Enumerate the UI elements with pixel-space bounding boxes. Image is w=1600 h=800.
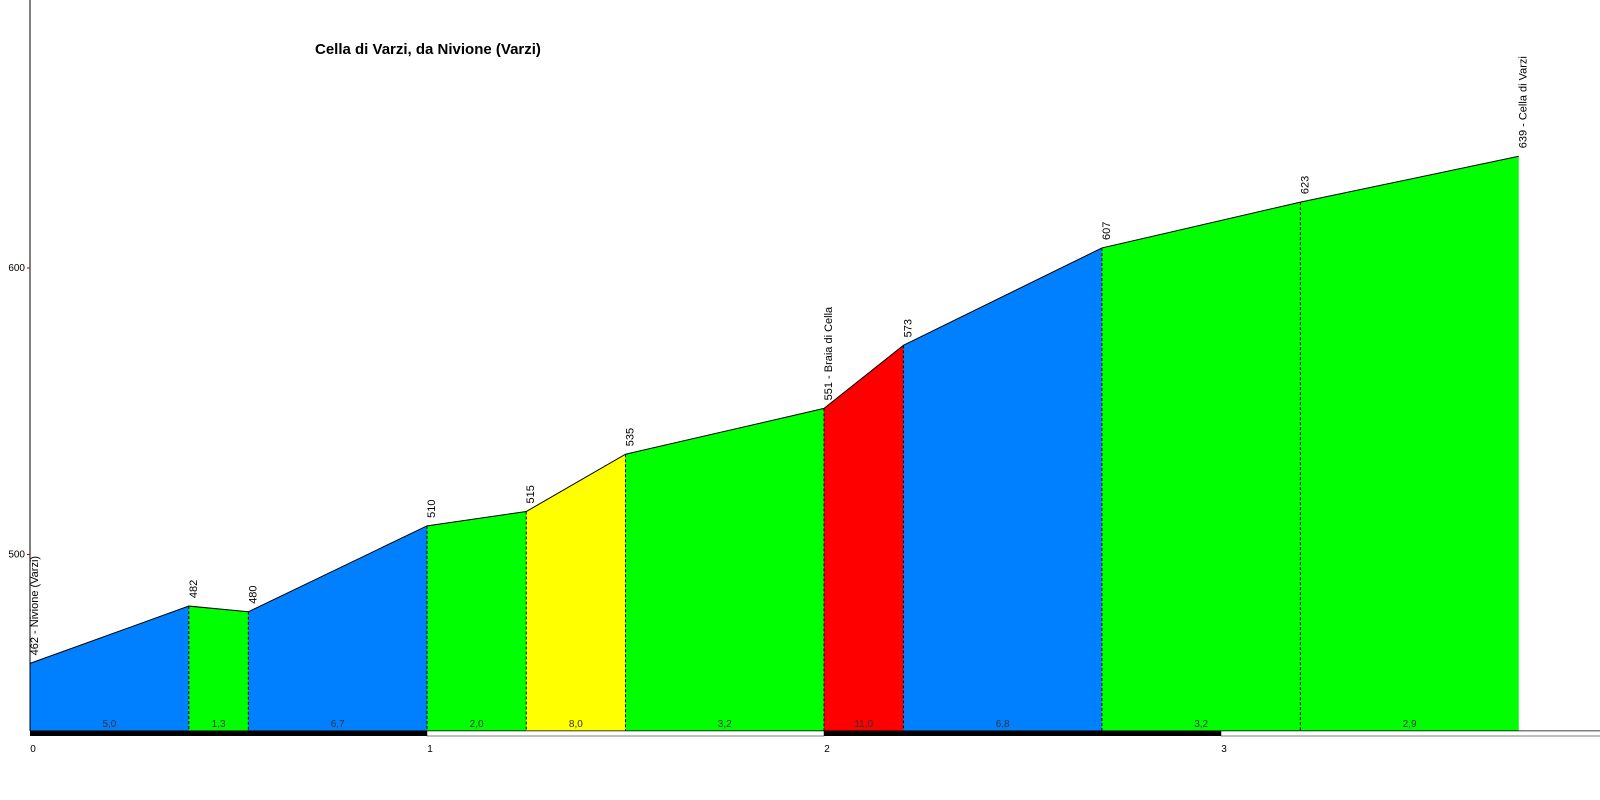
elevation-label: 551 - Braia di Cella — [823, 306, 835, 400]
gradient-label: 2,9 — [1403, 719, 1417, 730]
segment-dividers — [188, 202, 1301, 731]
gradient-label: 3,2 — [718, 719, 732, 730]
gradient-label: 5,0 — [102, 719, 116, 730]
segment-fill — [526, 454, 626, 731]
gradient-labels: 5,0 1,3 6,7 2,0 8,0 3,2 11,0 6,8 3,2 2,9 — [102, 719, 1417, 730]
elevation-labels: 462 - Nivione (Varzi) 482 480 510 515 535 551 … — [29, 56, 1530, 655]
profile-line — [29, 155, 1519, 664]
segment-fill — [1101, 202, 1301, 732]
km-scale-bar — [1220, 730, 1600, 737]
elevation-label: 607 — [1101, 222, 1113, 240]
segment-fill — [188, 606, 249, 731]
y-tick-label: 500 — [8, 550, 25, 561]
x-tick-label: 0 — [30, 744, 36, 755]
elevation-label: 623 — [1299, 176, 1311, 194]
elevation-label: 482 — [188, 580, 200, 598]
elevation-label: 480 — [247, 585, 259, 603]
gradient-label: 3,2 — [1194, 719, 1208, 730]
gradient-label: 8,0 — [569, 719, 583, 730]
segment-fill — [30, 606, 189, 731]
gradient-label: 2,0 — [470, 719, 484, 730]
km-scale-bar — [30, 731, 427, 736]
km-scale-bar — [426, 730, 825, 737]
x-tick-label: 3 — [1221, 744, 1227, 755]
y-tick-label: 600 — [8, 263, 25, 274]
elevation-label: 515 — [525, 485, 537, 503]
axes: 500 600 0 1 2 3 — [8, 0, 1600, 755]
gradient-label: 6,7 — [331, 719, 345, 730]
gradient-label: 1,3 — [212, 719, 226, 730]
gradient-label: 6,8 — [996, 719, 1010, 730]
segment-fill — [1300, 156, 1519, 731]
x-tick-label: 2 — [824, 744, 830, 755]
gradient-label: 11,0 — [854, 719, 873, 730]
elevation-label: 573 — [902, 319, 914, 337]
chart-title: Cella di Varzi, da Nivione (Varzi) — [315, 41, 541, 58]
elevation-label: 510 — [426, 499, 438, 517]
km-scale-bar — [824, 731, 1221, 736]
segment-fill — [248, 525, 427, 731]
segment-fill — [625, 408, 824, 731]
segment-fill — [824, 345, 904, 731]
elevation-label: 535 — [625, 428, 637, 446]
segment-fill — [427, 511, 527, 731]
elevation-label: 639 - Cella di Varzi — [1518, 56, 1530, 148]
profile-outline — [29, 155, 1519, 664]
profile-segments — [30, 156, 1519, 732]
segment-fill — [903, 247, 1102, 731]
elevation-label: 462 - Nivione (Varzi) — [29, 556, 41, 655]
x-tick-label: 1 — [427, 744, 433, 755]
